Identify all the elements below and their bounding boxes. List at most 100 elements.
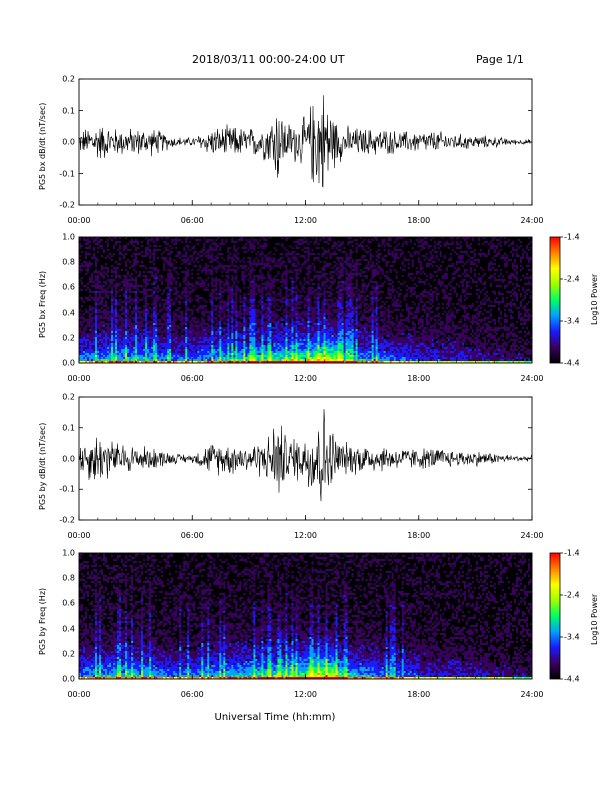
heatmap-cell bbox=[169, 281, 172, 284]
heatmap-cell bbox=[165, 305, 168, 308]
heatmap-cell bbox=[133, 259, 136, 262]
heatmap-cell bbox=[207, 347, 210, 350]
heatmap-cell bbox=[107, 267, 110, 270]
heatmap-cell bbox=[119, 351, 122, 354]
heatmap-cell bbox=[141, 295, 144, 298]
heatmap-cell bbox=[149, 357, 152, 360]
heatmap-cell bbox=[121, 319, 124, 322]
heatmap-cell bbox=[177, 315, 180, 318]
heatmap-cell bbox=[199, 305, 202, 308]
heatmap-cell bbox=[99, 273, 102, 276]
heatmap-cell bbox=[91, 331, 94, 334]
heatmap-cell bbox=[89, 271, 92, 274]
heatmap-cell bbox=[227, 263, 230, 266]
heatmap-cell bbox=[145, 263, 148, 266]
heatmap-cell bbox=[175, 307, 178, 310]
heatmap-cell bbox=[135, 265, 138, 268]
heatmap-cell bbox=[133, 357, 136, 360]
heatmap-cell bbox=[201, 297, 204, 300]
heatmap-cell bbox=[99, 263, 102, 266]
heatmap-cell bbox=[163, 345, 166, 348]
heatmap-cell bbox=[195, 297, 198, 300]
heatmap-cell bbox=[169, 335, 172, 338]
heatmap-cell bbox=[113, 299, 116, 302]
heatmap-cell bbox=[217, 333, 220, 336]
heatmap-cell bbox=[207, 295, 210, 298]
heatmap-cell bbox=[155, 353, 158, 356]
heatmap-cell bbox=[155, 355, 158, 358]
heatmap-cell bbox=[125, 267, 128, 270]
heatmap-cell bbox=[185, 347, 188, 350]
heatmap-cell bbox=[219, 329, 222, 332]
heatmap-cell bbox=[113, 283, 116, 286]
heatmap-cell bbox=[93, 255, 96, 258]
heatmap-cell bbox=[109, 317, 112, 320]
heatmap-cell bbox=[185, 323, 188, 326]
heatmap-cell bbox=[137, 359, 140, 362]
heatmap-cell bbox=[169, 247, 172, 250]
heatmap-cell bbox=[113, 281, 116, 284]
heatmap-cell bbox=[159, 343, 162, 346]
heatmap-cell bbox=[155, 243, 158, 246]
heatmap-cell bbox=[147, 297, 150, 300]
heatmap-cell bbox=[89, 261, 92, 264]
heatmap-cell bbox=[231, 319, 234, 322]
heatmap-cell bbox=[95, 287, 98, 290]
heatmap-cell bbox=[171, 325, 174, 328]
heatmap-cell bbox=[113, 341, 116, 344]
heatmap-cell bbox=[141, 305, 144, 308]
heatmap-cell bbox=[139, 325, 142, 328]
heatmap-cell bbox=[221, 251, 224, 254]
heatmap-cell bbox=[121, 261, 124, 264]
heatmap-cell bbox=[235, 247, 238, 250]
heatmap-cell bbox=[93, 317, 96, 320]
heatmap-cell bbox=[143, 329, 146, 332]
heatmap-cell bbox=[167, 265, 170, 268]
heatmap-cell bbox=[193, 353, 196, 356]
heatmap-cell bbox=[205, 271, 208, 274]
heatmap-cell bbox=[107, 309, 110, 312]
heatmap-cell bbox=[83, 271, 86, 274]
heatmap-cell bbox=[91, 293, 94, 296]
heatmap-cell bbox=[233, 343, 236, 346]
heatmap-cell bbox=[161, 315, 164, 318]
heatmap-cell bbox=[79, 347, 82, 350]
heatmap-cell bbox=[219, 275, 222, 278]
heatmap-cell bbox=[99, 311, 102, 314]
heatmap-cell bbox=[203, 241, 206, 244]
heatmap-cell bbox=[131, 315, 134, 318]
heatmap-cell bbox=[151, 351, 154, 354]
heatmap-cell bbox=[139, 319, 142, 322]
heatmap-cell bbox=[217, 311, 220, 314]
heatmap-cell bbox=[123, 333, 126, 336]
heatmap-cell bbox=[211, 341, 214, 344]
heatmap-cell bbox=[139, 237, 142, 240]
heatmap-cell bbox=[183, 333, 186, 336]
heatmap-cell bbox=[179, 339, 182, 342]
heatmap-cell bbox=[119, 253, 122, 256]
heatmap-cell bbox=[151, 333, 154, 336]
heatmap-cell bbox=[205, 317, 208, 320]
heatmap-cell bbox=[97, 287, 100, 290]
heatmap-cell bbox=[129, 305, 132, 308]
heatmap-cell bbox=[123, 285, 126, 288]
heatmap-cell bbox=[91, 277, 94, 280]
heatmap-cell bbox=[181, 339, 184, 342]
heatmap-cell bbox=[197, 279, 200, 282]
heatmap-cell bbox=[227, 313, 230, 316]
heatmap-cell bbox=[191, 271, 194, 274]
heatmap-cell bbox=[111, 289, 114, 292]
heatmap-cell bbox=[213, 355, 216, 358]
heatmap-cell bbox=[115, 333, 118, 336]
heatmap-cell bbox=[135, 329, 138, 332]
heatmap-cell bbox=[233, 251, 236, 254]
heatmap-cell bbox=[227, 237, 230, 240]
heatmap-cell bbox=[235, 281, 238, 284]
heatmap-cell bbox=[141, 267, 144, 270]
page-number: Page 1/1 bbox=[476, 53, 524, 66]
heatmap-cell bbox=[193, 337, 196, 340]
heatmap-cell bbox=[179, 305, 182, 308]
heatmap-cell bbox=[79, 345, 82, 348]
heatmap-cell bbox=[99, 313, 102, 316]
heatmap-cell bbox=[193, 257, 196, 260]
